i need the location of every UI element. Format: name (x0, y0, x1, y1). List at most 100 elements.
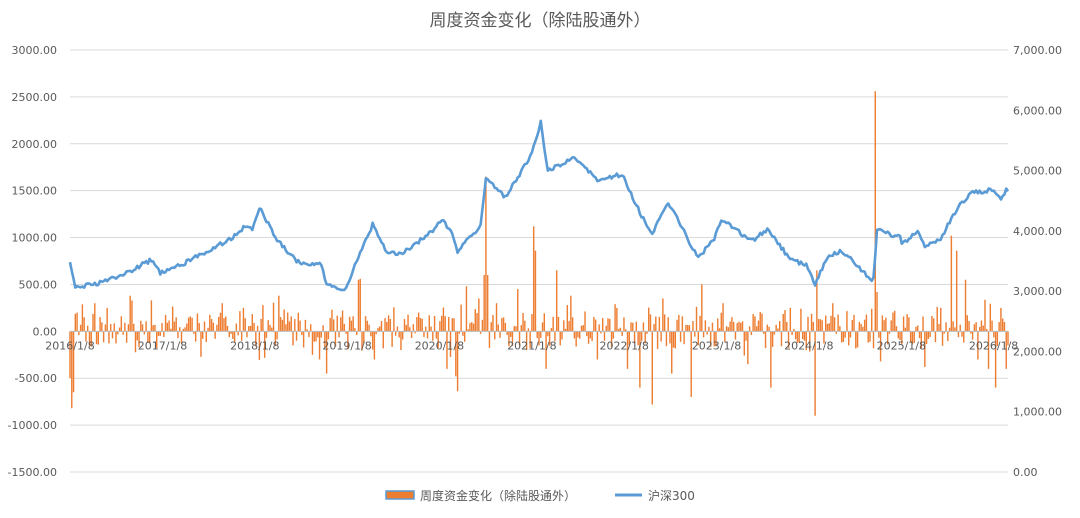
bar (883, 320, 885, 332)
bar (987, 331, 990, 369)
bar (563, 320, 565, 332)
bar (812, 321, 815, 332)
bar (982, 325, 984, 332)
bar (886, 331, 889, 345)
bar (389, 319, 392, 332)
bar (168, 320, 170, 332)
bar (235, 323, 238, 332)
bar (931, 315, 933, 332)
bar (492, 314, 494, 332)
bar (853, 314, 855, 332)
bar (462, 331, 464, 336)
bar (607, 318, 609, 332)
bar (407, 314, 409, 332)
left-tick-label: 3000.00 (12, 44, 58, 57)
bar (359, 278, 361, 332)
left-axis-ticks: -1500.00 -1000.00 -500.00 0.00 500.00 1000.00… (8, 44, 57, 479)
bar (964, 279, 967, 332)
bar (929, 331, 931, 337)
bar (780, 331, 783, 347)
bar (948, 327, 951, 332)
bar (108, 331, 110, 344)
bar (602, 318, 604, 332)
bar (233, 331, 236, 343)
bar (253, 322, 255, 332)
bar (649, 314, 652, 332)
bar (419, 317, 422, 332)
bar (161, 323, 163, 332)
bar (825, 315, 827, 332)
bar (336, 315, 338, 332)
bar (90, 331, 92, 347)
bar (711, 322, 714, 332)
bar (124, 322, 126, 332)
bar (318, 331, 321, 360)
bar (442, 307, 445, 332)
bar (304, 319, 307, 332)
bar (920, 331, 922, 349)
bar (545, 331, 547, 369)
bar (600, 331, 602, 334)
bar (527, 328, 530, 332)
bar (458, 331, 461, 334)
bar (320, 331, 323, 338)
left-tick-label: 1000.00 (12, 232, 58, 245)
bar (557, 316, 560, 332)
bar (729, 321, 731, 332)
bar (414, 331, 416, 334)
right-tick-label: 1,000.00 (1013, 406, 1062, 419)
bar (94, 303, 96, 332)
bar (327, 331, 330, 340)
bar-series (69, 91, 1009, 416)
bar (653, 324, 655, 332)
bar (771, 331, 774, 347)
bar (747, 331, 749, 365)
bar (221, 303, 223, 332)
bar (548, 331, 551, 346)
bar (934, 331, 937, 343)
bar (449, 331, 452, 357)
bar (895, 326, 898, 332)
bar (591, 331, 593, 342)
bar (832, 303, 834, 332)
bar (198, 323, 200, 332)
bar (872, 331, 875, 349)
bar (338, 331, 340, 338)
bar (152, 325, 154, 332)
bar (764, 331, 767, 349)
bar (559, 331, 561, 346)
bar (504, 322, 507, 332)
bar (409, 327, 411, 332)
bar (816, 270, 818, 332)
bar (127, 324, 130, 332)
x-axis-ticks: 2016/1/8 2017/1/8 2018/1/8 2019/1/8 2020/1/8… (45, 339, 1018, 352)
bar (993, 331, 995, 338)
bar (143, 331, 146, 335)
bar (796, 331, 799, 343)
bar (642, 322, 645, 332)
bar (708, 326, 710, 332)
bar (476, 313, 478, 332)
bar (363, 331, 365, 344)
bar (996, 331, 999, 346)
bar (786, 322, 788, 332)
bar (379, 326, 381, 332)
bar (971, 331, 974, 340)
bar (784, 310, 786, 332)
bar (616, 307, 618, 332)
bar (709, 331, 712, 347)
bar (301, 331, 303, 335)
bar (182, 328, 184, 332)
bar (219, 312, 222, 332)
bar (561, 331, 563, 340)
left-tick-label: 1500.00 (12, 185, 58, 198)
bar (890, 320, 892, 332)
bar (612, 331, 615, 339)
bar (263, 331, 266, 358)
bar (251, 314, 253, 332)
left-tick-label: 0.00 (33, 325, 58, 338)
bar (384, 318, 386, 332)
bar (518, 331, 521, 346)
bar (400, 331, 402, 351)
bar (356, 331, 358, 336)
